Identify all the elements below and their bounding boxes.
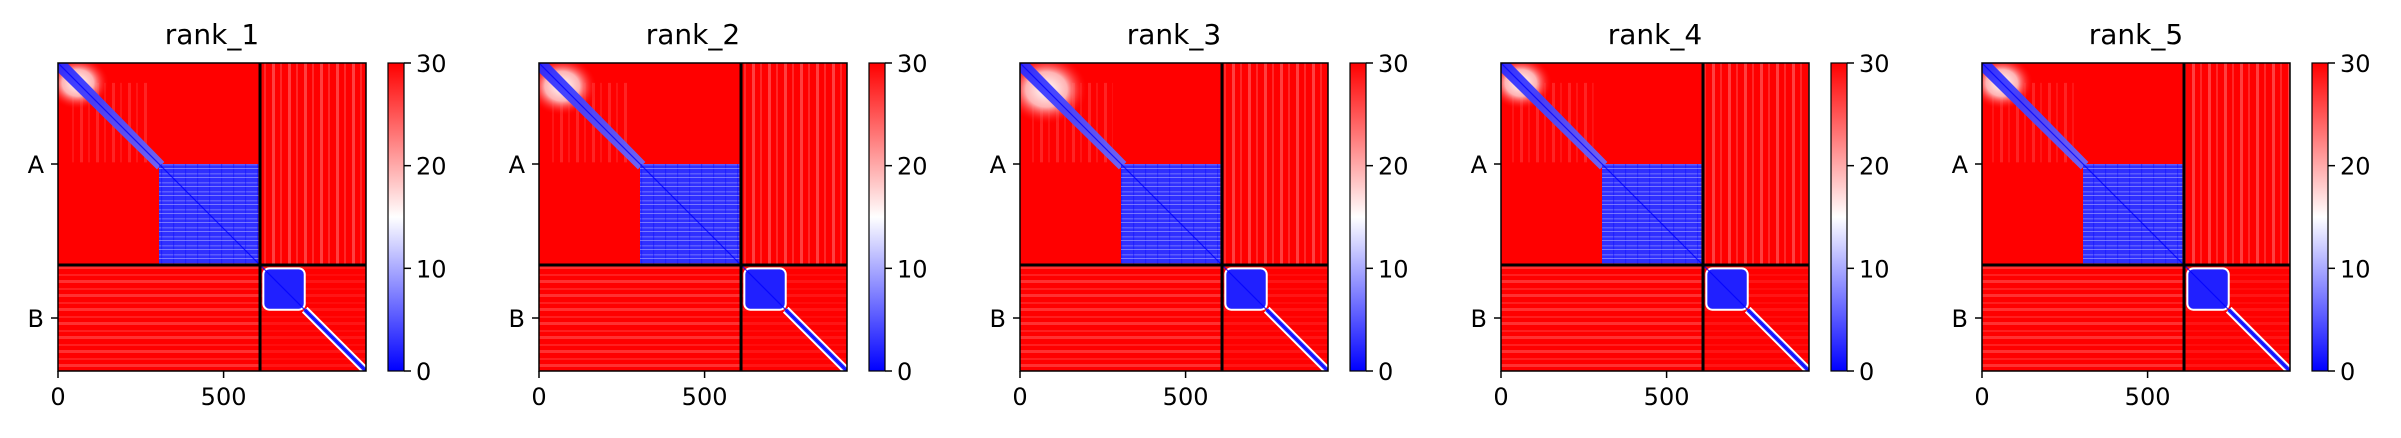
main-diagonal <box>1501 63 1809 371</box>
colorbar <box>387 62 405 372</box>
colorbar-tick-label: 30 <box>416 50 447 78</box>
axes-frame <box>1981 62 2291 372</box>
colorbar-tick-label: 20 <box>2340 153 2371 181</box>
colorbar-tick-label: 10 <box>897 255 928 283</box>
x-tick-label: 0 <box>50 383 65 411</box>
colorbar <box>1830 62 1848 372</box>
colorbar-tick-label: 0 <box>1378 358 1393 386</box>
offdiag-stripes-ba <box>58 265 261 371</box>
heatmap-panel-4: rank_4 A B 0 500 0 10 20 30 <box>1471 18 1890 411</box>
x-tick-label: 500 <box>682 383 728 411</box>
main-diagonal <box>58 63 366 371</box>
heatmap-cells <box>58 63 366 371</box>
axes-frame <box>1500 62 1810 372</box>
offdiag-stripes-ba <box>539 265 742 371</box>
x-tick-label: 0 <box>1012 383 1027 411</box>
offdiag-stripes-ab <box>1703 63 1809 266</box>
heatmap-panel-2: rank_2 A B 0 500 0 10 20 30 <box>509 18 928 411</box>
y-tick-label-a: A <box>1952 151 1969 179</box>
y-tick-label-a: A <box>990 151 1007 179</box>
heatmap-panel-3: rank_3 A B 0 500 0 10 20 30 <box>990 18 1409 411</box>
panel-title: rank_1 <box>165 18 259 51</box>
colorbar-tick-label: 0 <box>1859 358 1874 386</box>
x-tick-label: 500 <box>1163 383 1209 411</box>
panel-title: rank_5 <box>2089 18 2183 51</box>
axes-frame <box>538 62 848 372</box>
colorbar-tick-label: 0 <box>897 358 912 386</box>
axes-frame <box>57 62 367 372</box>
y-tick-label-b: B <box>509 305 525 333</box>
main-diagonal <box>539 63 847 371</box>
colorbar-tick-label: 30 <box>1859 50 1890 78</box>
colorbar-tick-label: 10 <box>2340 255 2371 283</box>
heatmap-cells <box>1501 63 1809 371</box>
offdiag-stripes-ba <box>1982 265 2185 371</box>
y-tick-label-a: A <box>1471 151 1488 179</box>
heatmap-cells <box>539 63 847 371</box>
colorbar-tick-label: 20 <box>416 153 447 181</box>
panel-title: rank_2 <box>646 18 740 51</box>
colorbar-tick-label: 10 <box>1859 255 1890 283</box>
y-tick-label-a: A <box>509 151 526 179</box>
panel-title: rank_3 <box>1127 18 1221 51</box>
offdiag-stripes-ab <box>741 63 847 266</box>
colorbar-tick-label: 10 <box>416 255 447 283</box>
heatmap-panel-5: rank_5 A B 0 500 0 10 20 30 <box>1952 18 2371 411</box>
colorbar-tick-label: 0 <box>416 358 431 386</box>
panel-title: rank_4 <box>1608 18 1702 51</box>
y-tick-label-b: B <box>28 305 44 333</box>
axes-frame <box>1019 62 1329 372</box>
x-tick-label: 0 <box>1493 383 1508 411</box>
offdiag-stripes-ba <box>1501 265 1704 371</box>
colorbar-tick-label: 20 <box>1859 153 1890 181</box>
x-tick-label: 500 <box>1644 383 1690 411</box>
y-tick-label-b: B <box>1471 305 1487 333</box>
colorbar-tick-label: 30 <box>1378 50 1409 78</box>
y-tick-label-b: B <box>990 305 1006 333</box>
colorbar <box>868 62 886 372</box>
heatmap-cells <box>1982 63 2290 371</box>
colorbar-tick-label: 30 <box>2340 50 2371 78</box>
x-tick-label: 500 <box>201 383 247 411</box>
offdiag-stripes-ab <box>1222 63 1328 266</box>
colorbar-tick-label: 20 <box>897 153 928 181</box>
colorbar-tick-label: 0 <box>2340 358 2355 386</box>
colorbar-tick-label: 30 <box>897 50 928 78</box>
heatmap-panel-1: rank_1 A B 0 500 0 10 20 30 <box>28 18 447 411</box>
x-tick-label: 0 <box>1974 383 1989 411</box>
offdiag-stripes-ab <box>260 63 366 266</box>
main-diagonal <box>1020 63 1328 371</box>
main-diagonal <box>1982 63 2290 371</box>
colorbar <box>1349 62 1367 372</box>
colorbar-tick-label: 10 <box>1378 255 1409 283</box>
x-tick-label: 500 <box>2125 383 2171 411</box>
offdiag-stripes-ab <box>2184 63 2290 266</box>
x-tick-label: 0 <box>531 383 546 411</box>
y-tick-label-a: A <box>28 151 45 179</box>
heatmap-cells <box>1020 63 1328 371</box>
colorbar-tick-label: 20 <box>1378 153 1409 181</box>
y-tick-label-b: B <box>1952 305 1968 333</box>
offdiag-stripes-ba <box>1020 265 1223 371</box>
colorbar <box>2311 62 2329 372</box>
